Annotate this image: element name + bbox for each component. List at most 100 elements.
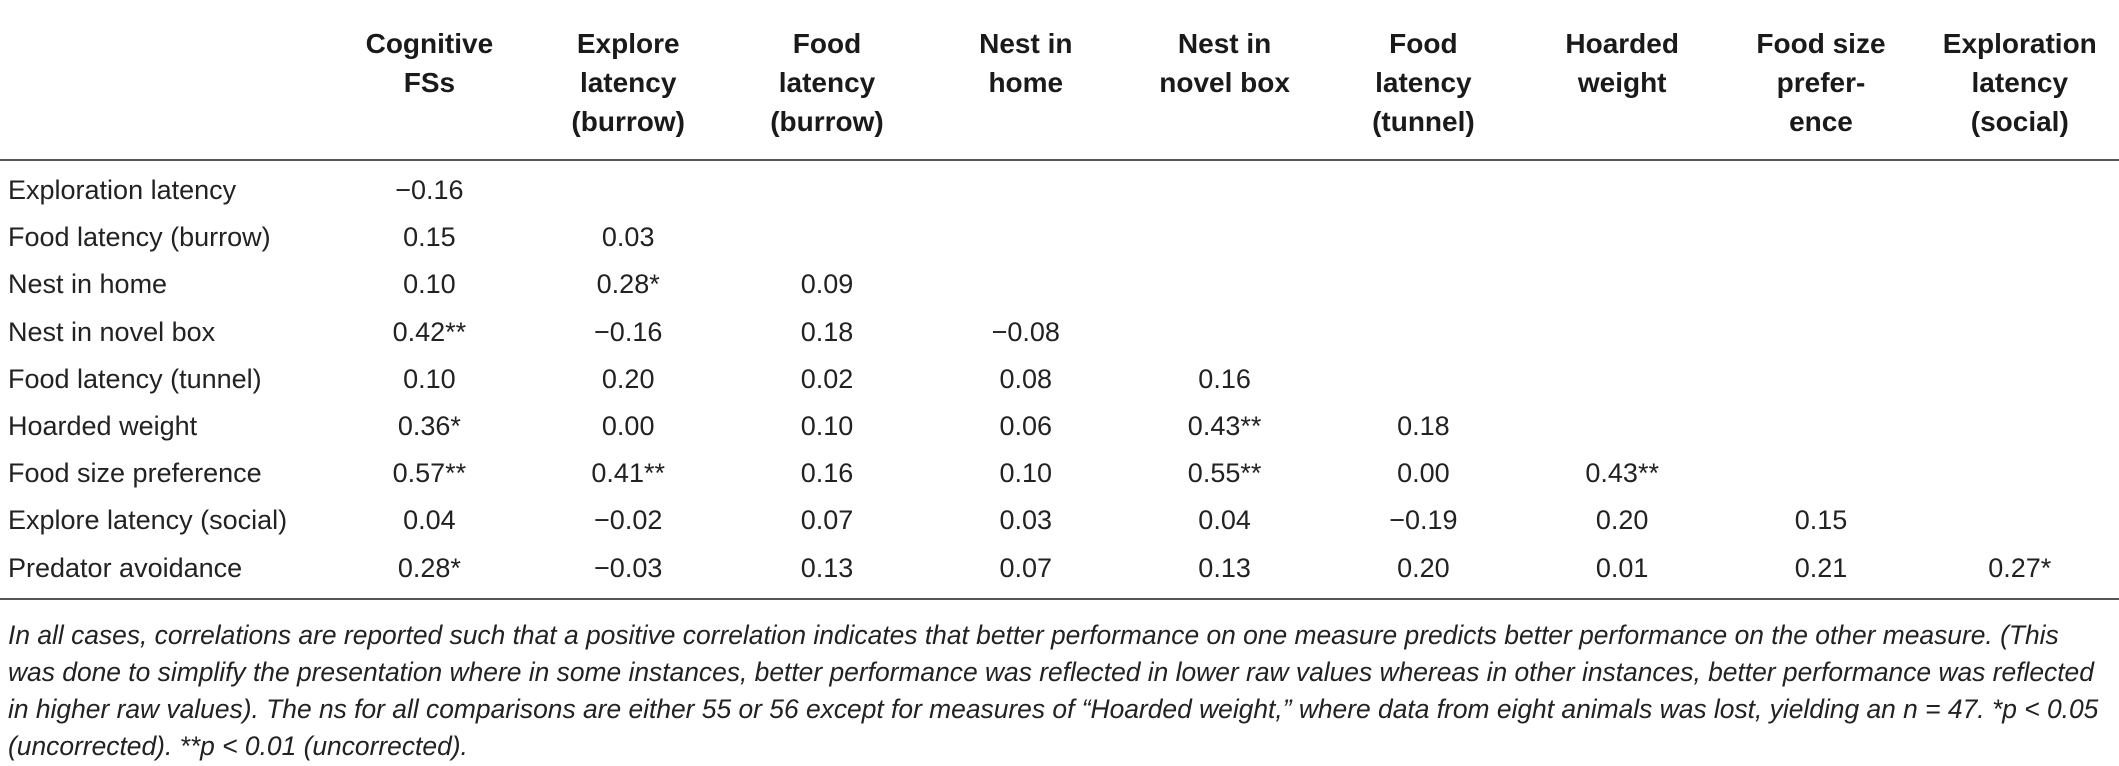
empty-cell [1125,214,1324,261]
column-header-line: (tunnel) [1372,106,1475,137]
empty-cell [926,160,1125,214]
empty-cell [529,160,728,214]
correlation-cell: 0.18 [1397,411,1450,442]
correlation-cell: 0.00 [601,411,655,442]
empty-cell [1920,160,2119,214]
correlation-cell: 0.13 [1198,552,1251,583]
correlation-cell: 0.15 [403,222,456,253]
correlation-cell: 0.36* [397,411,461,442]
column-header-line: Cognitive [365,28,494,59]
row-label: Explore latency (social) [8,505,288,536]
empty-cell [1523,356,1722,403]
empty-cell [1920,309,2119,356]
correlation-cell: 0.00 [1397,458,1450,489]
empty-cell [1920,214,2119,261]
correlation-cell: −0.16 [395,175,464,206]
empty-cell [926,261,1125,308]
empty-cell [728,160,927,214]
correlation-cell: 0.10 [999,458,1053,489]
table-row: Nest in home 0.10 0.28* 0.09 [0,261,2119,308]
empty-cell [1920,403,2119,450]
empty-cell [1722,214,1921,261]
row-label: Food latency (burrow) [8,222,271,253]
correlation-cell: 0.41** [591,458,665,489]
correlation-cell: 0.03 [601,222,655,253]
header-corner [0,0,330,160]
row-label: Hoarded weight [8,411,198,442]
table-row: Food latency (tunnel) 0.10 0.20 0.02 0.08 0.1… [0,356,2119,403]
table-header: Cognitive FSs Explore latency (burrow) Food la… [0,0,2119,160]
correlation-cell: 0.20 [1595,505,1649,536]
empty-cell [1125,160,1324,214]
empty-cell [1523,160,1722,214]
correlation-cell: 0.21 [1794,552,1848,583]
column-header-line: latency [778,67,876,98]
row-label: Exploration latency [8,175,237,206]
column-header: Hoarded weight [1523,0,1722,160]
empty-cell [1324,160,1523,214]
correlation-cell: 0.07 [800,505,854,536]
column-header-line: latency [579,67,677,98]
column-header-line: Hoarded [1565,28,1679,59]
correlation-cell: 0.28* [596,269,660,300]
correlation-cell: 0.09 [800,269,854,300]
correlation-cell: 0.06 [999,411,1053,442]
column-header-line: home [988,67,1064,98]
table-row: Nest in novel box 0.42** −0.16 0.18 −0.08 [0,309,2119,356]
column-header-line: weight [1577,67,1667,98]
empty-cell [1722,309,1921,356]
column-header: Exploration latency (social) [1920,0,2119,160]
row-label: Food latency (tunnel) [8,363,262,394]
row-label: Predator avoidance [8,552,243,583]
correlation-cell: 0.15 [1794,505,1848,536]
correlation-cell: 0.10 [403,363,456,394]
correlation-cell: 0.43** [1585,458,1659,489]
table-row: Predator avoidance 0.28* −0.03 0.13 0.07 0.13… [0,545,2119,599]
correlation-cell: 0.01 [1595,552,1649,583]
empty-cell [1324,261,1523,308]
column-header-line: Food size [1756,28,1886,59]
row-label: Nest in novel box [8,316,216,347]
column-header: Food latency (tunnel) [1324,0,1523,160]
table-row: Food size preference 0.57** 0.41** 0.16 0.10… [0,450,2119,497]
empty-cell [1920,450,2119,497]
empty-cell [1722,160,1921,214]
table-row: Exploration latency −0.16 [0,160,2119,214]
correlation-cell: 0.18 [800,316,854,347]
empty-cell [1920,497,2119,544]
empty-cell [1523,403,1722,450]
row-label: Nest in home [8,269,168,300]
column-header-line: Nest in [1177,28,1272,59]
correlation-cell: 0.43** [1187,411,1262,442]
table-row: Hoarded weight 0.36* 0.00 0.10 0.06 0.43** 0.1… [0,403,2119,450]
empty-cell [926,214,1125,261]
correlation-cell: 0.10 [403,269,456,300]
correlation-cell: −0.03 [594,552,663,583]
correlation-cell: 0.08 [999,363,1053,394]
correlation-cell: −0.08 [991,316,1060,347]
correlation-cell: −0.16 [594,316,663,347]
correlation-cell: 0.20 [1397,552,1450,583]
empty-cell [1324,214,1523,261]
empty-cell [1125,261,1324,308]
column-header-line: (burrow) [770,106,884,137]
table-row: Food latency (burrow) 0.15 0.03 [0,214,2119,261]
empty-cell [1324,309,1523,356]
column-header-line: latency [1971,67,2069,98]
correlation-cell: 0.16 [1198,363,1251,394]
correlation-cell: 0.10 [800,411,854,442]
correlation-cell: 0.07 [999,552,1053,583]
correlation-cell: 0.28* [397,552,461,583]
column-header-line: novel box [1159,67,1290,98]
table-body: Exploration latency −0.16 Food latency (bu… [0,160,2119,599]
column-header: Explore latency (burrow) [529,0,728,160]
column-header: Food size prefer-ence [1722,0,1921,160]
correlation-cell: 0.27* [1988,552,2052,583]
empty-cell [1722,450,1921,497]
column-header-line: Explore [576,28,680,59]
correlation-cell: 0.16 [800,458,854,489]
table-footnote: In all cases, correlations are reported … [8,620,2099,761]
column-header-line: Food [792,28,862,59]
correlation-cell: 0.57** [392,458,467,489]
